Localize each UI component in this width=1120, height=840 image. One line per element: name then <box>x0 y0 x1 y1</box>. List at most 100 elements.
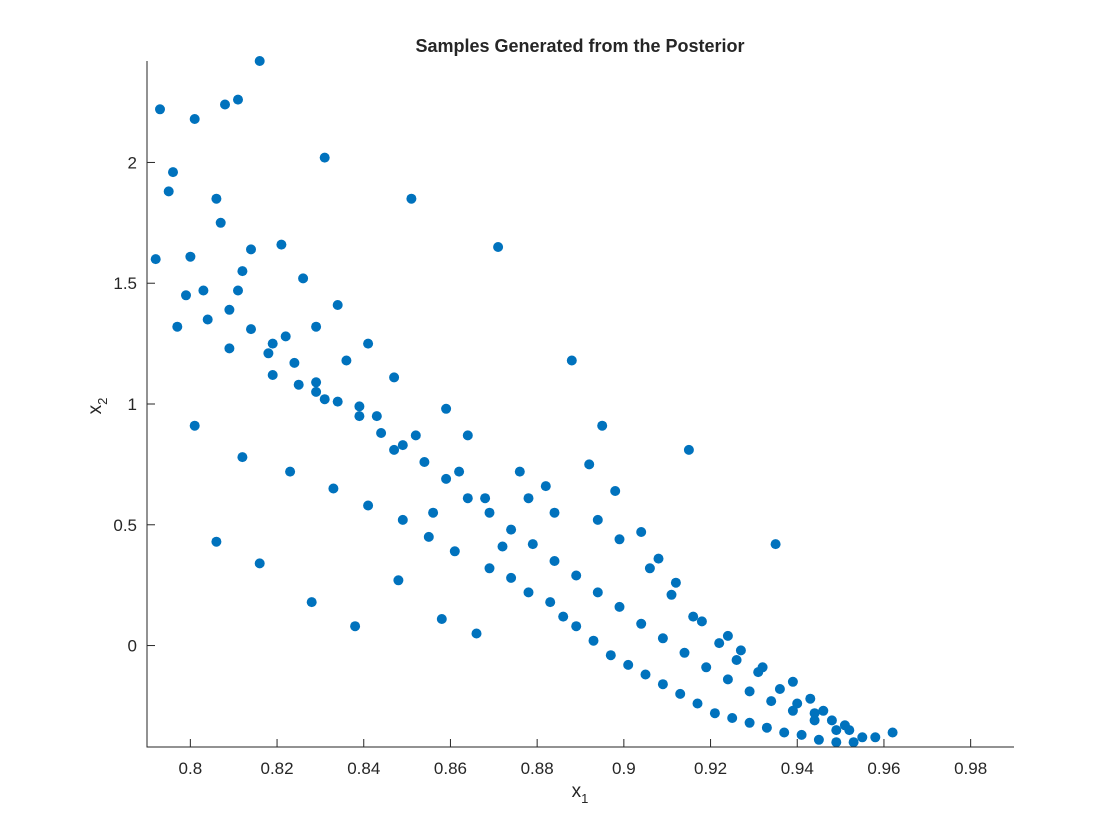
data-point <box>311 377 322 388</box>
data-point <box>761 722 772 733</box>
data-point <box>246 324 256 335</box>
x-tick-label: 0.88 <box>521 759 554 778</box>
data-point <box>610 486 621 496</box>
data-point <box>839 720 850 731</box>
data-point <box>848 737 859 748</box>
data-point <box>870 732 881 743</box>
data-point <box>311 321 322 332</box>
data-point <box>809 708 820 719</box>
data-point <box>735 645 746 656</box>
data-point <box>809 715 820 726</box>
data-point <box>298 273 309 284</box>
data-point <box>571 621 582 632</box>
data-point <box>653 553 664 564</box>
data-point <box>462 493 473 504</box>
data-point <box>722 674 733 685</box>
data-point <box>254 558 265 569</box>
data-point <box>744 686 755 697</box>
data-point <box>389 372 400 383</box>
data-point <box>506 572 517 583</box>
data-point <box>826 715 837 726</box>
data-point <box>267 338 278 349</box>
data-point <box>449 546 460 557</box>
data-point <box>480 493 491 504</box>
data-point <box>666 589 677 600</box>
data-point <box>679 647 690 658</box>
data-point <box>441 473 452 484</box>
data-point <box>224 304 235 315</box>
data-point <box>644 563 655 574</box>
data-point <box>675 688 686 699</box>
data-point <box>393 575 404 586</box>
data-point <box>584 459 595 470</box>
data-point <box>523 493 534 504</box>
data-point <box>285 466 296 477</box>
x-tick-label: 0.94 <box>781 759 814 778</box>
data-point <box>306 597 317 608</box>
data-point <box>254 56 265 66</box>
data-point <box>319 152 330 163</box>
data-point <box>354 401 365 412</box>
data-point <box>462 430 473 441</box>
data-point <box>683 444 694 455</box>
x-tick-label: 0.98 <box>954 759 987 778</box>
data-point <box>289 357 300 368</box>
data-point <box>796 729 807 740</box>
data-point <box>592 514 603 525</box>
x-axis-label-main: x <box>572 781 582 802</box>
data-point <box>571 570 582 581</box>
data-point <box>545 597 556 608</box>
data-point <box>657 679 668 690</box>
x-tick-label: 0.84 <box>347 759 380 778</box>
data-point <box>523 587 534 598</box>
data-point <box>813 734 824 745</box>
data-point <box>766 696 777 707</box>
data-point <box>701 662 712 673</box>
data-point <box>805 693 816 704</box>
chart-title: Samples Generated from the Posterior <box>415 36 744 56</box>
data-point <box>592 587 603 598</box>
data-point <box>189 114 200 124</box>
x-tick-label: 0.96 <box>867 759 900 778</box>
data-point <box>215 217 226 228</box>
data-point <box>831 725 842 736</box>
data-point <box>371 411 382 422</box>
x-tick-label: 0.82 <box>261 759 294 778</box>
data-point <box>354 411 365 422</box>
data-point <box>688 611 699 622</box>
data-point <box>692 698 703 709</box>
data-point <box>792 698 803 709</box>
data-points <box>150 56 898 748</box>
x-axis-label-sub: 1 <box>581 791 588 806</box>
data-point <box>172 321 183 332</box>
data-point <box>163 186 174 197</box>
data-point <box>237 452 248 463</box>
data-point <box>540 481 551 492</box>
data-point <box>280 331 291 342</box>
y-axis-label-main: x <box>85 404 106 414</box>
data-point <box>350 621 361 632</box>
data-point <box>636 527 647 537</box>
data-point <box>774 684 785 694</box>
data-point <box>614 601 625 612</box>
data-point <box>549 556 560 566</box>
data-point <box>237 266 248 277</box>
data-point <box>211 536 222 547</box>
data-point <box>549 507 560 518</box>
data-point <box>363 500 374 511</box>
data-point <box>722 630 733 641</box>
data-point <box>623 659 634 670</box>
data-point <box>857 732 868 743</box>
data-point <box>189 420 200 431</box>
data-point <box>709 708 720 719</box>
data-point <box>731 655 742 665</box>
data-point <box>770 539 781 550</box>
data-point <box>311 386 322 397</box>
data-point <box>484 507 495 518</box>
data-point <box>319 394 330 405</box>
data-point <box>831 737 842 748</box>
data-point <box>714 638 725 649</box>
data-point <box>211 193 222 204</box>
data-point <box>410 430 421 441</box>
